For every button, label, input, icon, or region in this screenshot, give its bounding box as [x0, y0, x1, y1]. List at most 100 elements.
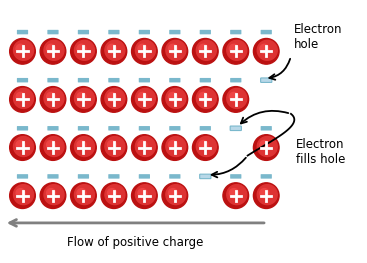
Circle shape [192, 38, 218, 64]
Circle shape [40, 38, 66, 64]
Circle shape [257, 40, 277, 60]
Circle shape [14, 185, 33, 205]
FancyBboxPatch shape [17, 126, 28, 130]
Circle shape [40, 87, 66, 112]
Circle shape [77, 189, 86, 198]
Circle shape [166, 185, 186, 205]
Circle shape [229, 189, 238, 198]
Circle shape [70, 183, 96, 209]
Circle shape [77, 140, 86, 149]
Circle shape [10, 38, 35, 64]
Circle shape [14, 88, 33, 108]
FancyBboxPatch shape [139, 78, 150, 82]
Circle shape [101, 135, 127, 160]
FancyBboxPatch shape [200, 30, 211, 34]
Circle shape [131, 87, 157, 112]
Circle shape [40, 183, 66, 209]
Circle shape [227, 185, 247, 205]
Circle shape [229, 44, 238, 53]
Circle shape [162, 135, 188, 160]
Circle shape [75, 40, 94, 60]
Circle shape [105, 185, 125, 205]
FancyBboxPatch shape [261, 174, 272, 179]
Circle shape [131, 183, 157, 209]
FancyBboxPatch shape [108, 30, 120, 34]
Circle shape [168, 44, 177, 53]
Circle shape [75, 88, 94, 108]
Circle shape [135, 88, 155, 108]
Circle shape [44, 88, 64, 108]
Circle shape [47, 92, 55, 101]
Circle shape [10, 87, 35, 112]
Circle shape [44, 136, 64, 156]
Circle shape [14, 40, 33, 60]
Circle shape [16, 92, 25, 101]
FancyBboxPatch shape [17, 30, 28, 34]
Circle shape [108, 92, 116, 101]
Circle shape [168, 92, 177, 101]
FancyBboxPatch shape [169, 30, 181, 34]
Circle shape [196, 88, 216, 108]
FancyBboxPatch shape [108, 174, 120, 179]
Circle shape [16, 140, 25, 149]
Circle shape [105, 40, 125, 60]
Circle shape [77, 44, 86, 53]
Circle shape [254, 135, 279, 160]
FancyBboxPatch shape [261, 78, 272, 82]
FancyBboxPatch shape [200, 78, 211, 82]
Circle shape [101, 38, 127, 64]
Circle shape [16, 189, 25, 198]
FancyBboxPatch shape [230, 174, 241, 179]
FancyBboxPatch shape [47, 174, 59, 179]
Circle shape [47, 189, 55, 198]
Circle shape [40, 135, 66, 160]
FancyBboxPatch shape [169, 78, 181, 82]
Circle shape [257, 185, 277, 205]
FancyBboxPatch shape [200, 126, 211, 130]
FancyBboxPatch shape [261, 30, 272, 34]
Circle shape [70, 87, 96, 112]
FancyBboxPatch shape [169, 126, 181, 130]
FancyBboxPatch shape [78, 78, 89, 82]
Circle shape [70, 38, 96, 64]
Circle shape [199, 140, 208, 149]
Circle shape [44, 185, 64, 205]
Circle shape [44, 40, 64, 60]
FancyBboxPatch shape [108, 126, 120, 130]
Circle shape [196, 40, 216, 60]
Circle shape [192, 87, 218, 112]
Circle shape [223, 183, 248, 209]
FancyBboxPatch shape [47, 126, 59, 130]
FancyBboxPatch shape [47, 30, 59, 34]
Circle shape [135, 136, 155, 156]
Circle shape [168, 140, 177, 149]
Text: Electron
fills hole: Electron fills hole [296, 138, 345, 166]
Circle shape [47, 140, 55, 149]
FancyBboxPatch shape [17, 78, 28, 82]
Circle shape [199, 92, 208, 101]
FancyBboxPatch shape [47, 78, 59, 82]
Circle shape [223, 87, 248, 112]
Circle shape [105, 88, 125, 108]
Circle shape [260, 189, 269, 198]
Circle shape [138, 44, 147, 53]
FancyBboxPatch shape [139, 126, 150, 130]
Circle shape [70, 135, 96, 160]
Circle shape [108, 140, 116, 149]
Circle shape [192, 135, 218, 160]
Circle shape [75, 185, 94, 205]
Circle shape [223, 38, 248, 64]
Circle shape [257, 136, 277, 156]
Circle shape [108, 44, 116, 53]
Circle shape [101, 87, 127, 112]
FancyBboxPatch shape [200, 174, 211, 179]
Circle shape [138, 140, 147, 149]
Circle shape [166, 88, 186, 108]
Circle shape [105, 136, 125, 156]
FancyBboxPatch shape [230, 30, 241, 34]
Circle shape [47, 44, 55, 53]
FancyBboxPatch shape [230, 126, 241, 130]
FancyBboxPatch shape [78, 126, 89, 130]
Circle shape [162, 38, 188, 64]
Circle shape [135, 185, 155, 205]
